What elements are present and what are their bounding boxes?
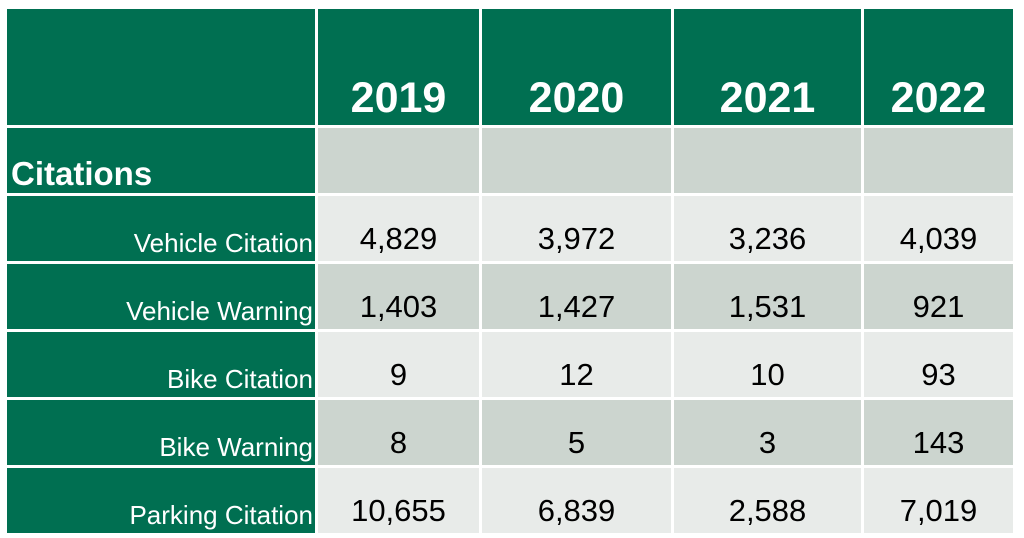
citations-table: 2019 2020 2021 2022 Citations Vehicle Ci… — [7, 9, 1013, 533]
table-cell: 4,039 — [864, 196, 1013, 261]
table-cell: 921 — [864, 264, 1013, 329]
table-cell: 5 — [482, 400, 671, 465]
table-cell: 9 — [318, 332, 479, 397]
table-cell: 1,531 — [674, 264, 861, 329]
row-label-vehicle-warning: Vehicle Warning — [7, 264, 315, 329]
section-cell — [864, 128, 1013, 193]
section-cell — [674, 128, 861, 193]
table-cell: 12 — [482, 332, 671, 397]
section-label-citations: Citations — [7, 128, 315, 193]
table-cell: 1,427 — [482, 264, 671, 329]
year-header-2022: 2022 — [864, 9, 1013, 125]
section-cell — [482, 128, 671, 193]
table-cell: 93 — [864, 332, 1013, 397]
table-cell: 7,019 — [864, 468, 1013, 533]
table-cell: 3,236 — [674, 196, 861, 261]
row-label-bike-warning: Bike Warning — [7, 400, 315, 465]
table-cell: 3 — [674, 400, 861, 465]
year-header-2019: 2019 — [318, 9, 479, 125]
row-label-vehicle-citation: Vehicle Citation — [7, 196, 315, 261]
year-header-2020: 2020 — [482, 9, 671, 125]
row-label-bike-citation: Bike Citation — [7, 332, 315, 397]
table-cell: 6,839 — [482, 468, 671, 533]
section-cell — [318, 128, 479, 193]
table-cell: 143 — [864, 400, 1013, 465]
table-cell: 2,588 — [674, 468, 861, 533]
table-cell: 3,972 — [482, 196, 671, 261]
table-cell: 10,655 — [318, 468, 479, 533]
table-cell: 4,829 — [318, 196, 479, 261]
table-cell: 10 — [674, 332, 861, 397]
table-cell: 1,403 — [318, 264, 479, 329]
header-corner-cell — [7, 9, 315, 125]
row-label-parking-citation: Parking Citation — [7, 468, 315, 533]
year-header-2021: 2021 — [674, 9, 861, 125]
table-cell: 8 — [318, 400, 479, 465]
